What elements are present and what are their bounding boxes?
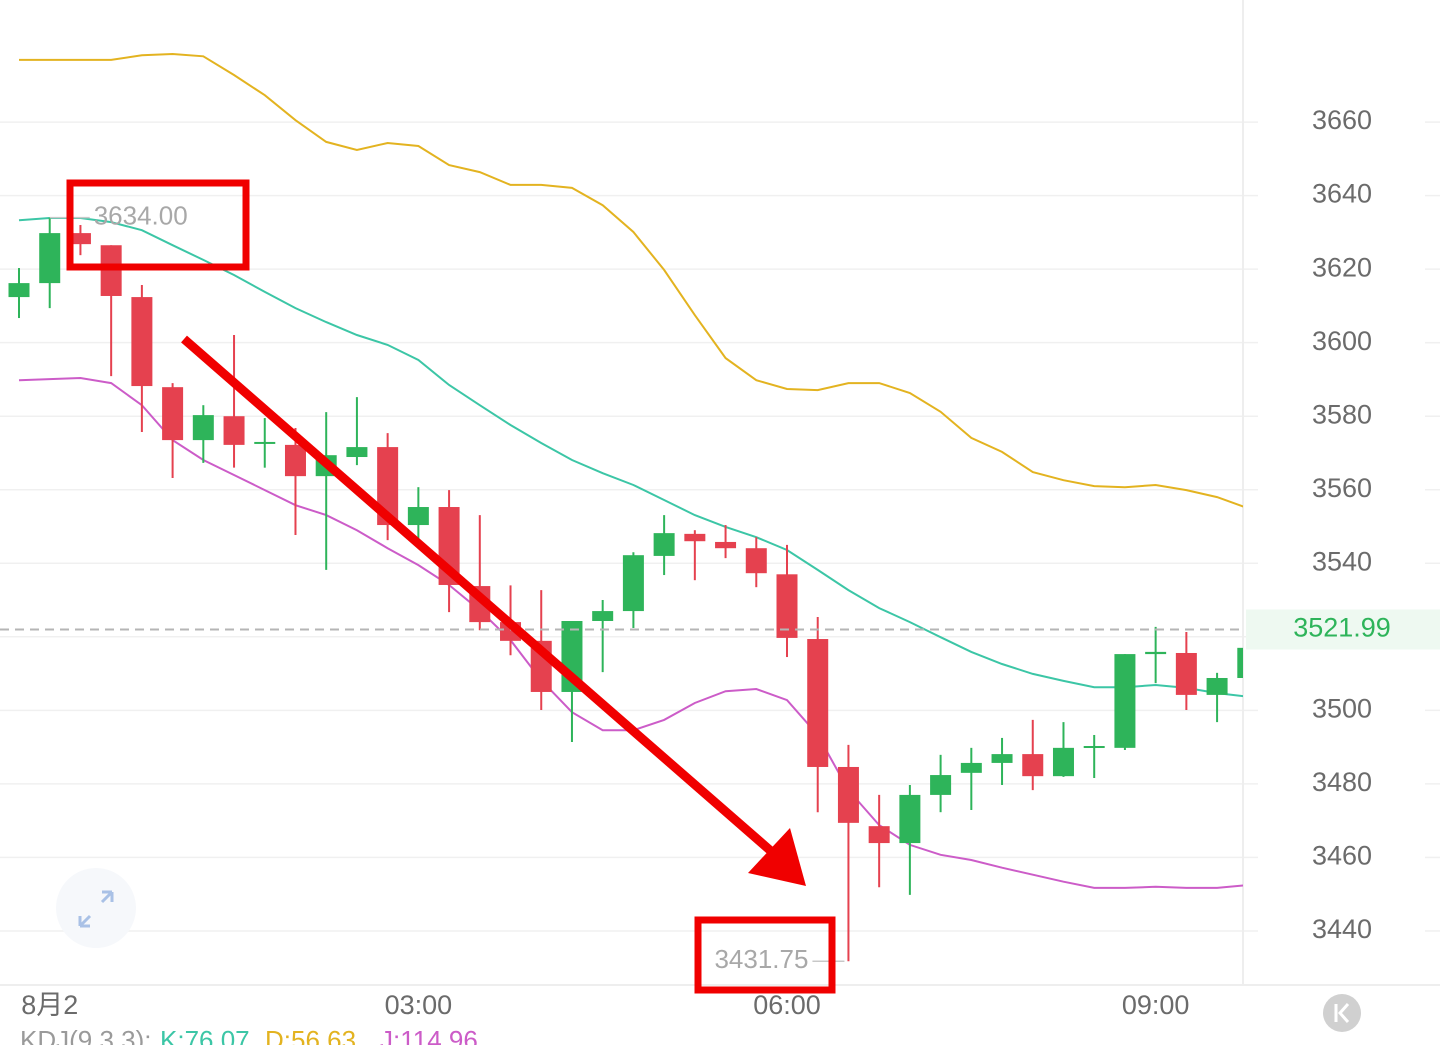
candle-body [407,507,429,526]
candle-body [991,754,1013,763]
candle-body [1145,651,1167,655]
x-tick-label: 09:00 [1122,990,1190,1020]
candle-body [192,415,214,441]
band-line [19,52,1243,508]
candle-body [745,548,767,574]
candle-body [69,233,91,245]
last-price-label: 3521.99 [1293,613,1391,643]
y-tick-label: 3660 [1312,105,1372,135]
candle-body [776,574,798,638]
candle-body [377,447,399,526]
candle-body [1052,747,1074,777]
candle-body [807,639,829,767]
candle-body [684,533,706,542]
candle-body [1022,754,1044,777]
y-tick-label: 3540 [1312,546,1372,576]
y-tick-label: 3500 [1312,693,1372,723]
candle-body [899,794,921,844]
expand-button[interactable] [56,868,136,948]
candle-body [592,611,614,622]
last-price-bg [1246,609,1440,650]
candle-body [868,826,890,844]
arrow-head [748,828,806,886]
candle-body [960,762,982,773]
candle-body [223,416,245,445]
max-label: 3634.00 [94,201,188,231]
y-tick-label: 3480 [1312,767,1372,797]
candle-body [131,297,153,387]
candle-body [346,447,368,458]
candle-body [1206,677,1228,695]
candle-body [39,233,61,284]
y-tick-label: 3580 [1312,399,1372,429]
indicator-d: D:56.63 [265,1025,356,1045]
y-tick-label: 3560 [1312,473,1372,503]
x-tick-label: 03:00 [385,990,453,1020]
candle-body [284,444,306,477]
y-tick-label: 3440 [1312,914,1372,944]
highlight-box [66,179,250,271]
candle-body [1083,746,1105,749]
plot [0,52,1243,962]
candle-body [162,387,184,441]
indicator-name: KDJ(9,3,3): [20,1025,152,1045]
candle-body [653,533,675,556]
indicator-k: K:76.07 [160,1025,250,1045]
x-tick-label: 06:00 [753,990,821,1020]
min-label: 3431.75 [714,944,808,974]
candle-body [1114,654,1136,748]
candle-body [1175,652,1197,695]
candle-body [100,245,122,296]
y-tick-label: 3460 [1312,841,1372,871]
indicator-j: J:114.96 [380,1025,478,1045]
candle-body [715,541,737,549]
y-tick-label: 3620 [1312,252,1372,282]
candle-body [254,441,276,444]
candle-body [930,775,952,795]
labels: 3440346034803500352035403560358036003620… [21,105,1440,1020]
expand-icon [78,890,114,928]
arrow-shaft [181,335,775,856]
y-tick-label: 3600 [1312,326,1372,356]
candle-body [622,555,644,612]
candle-body [837,766,859,823]
candle-body [1237,647,1243,678]
highlight-box [694,916,836,994]
y-tick-label: 3640 [1312,179,1372,209]
x-tick-label: 8月2 [21,990,78,1020]
reset-icon [1334,1003,1350,1023]
candle-body [8,283,30,298]
